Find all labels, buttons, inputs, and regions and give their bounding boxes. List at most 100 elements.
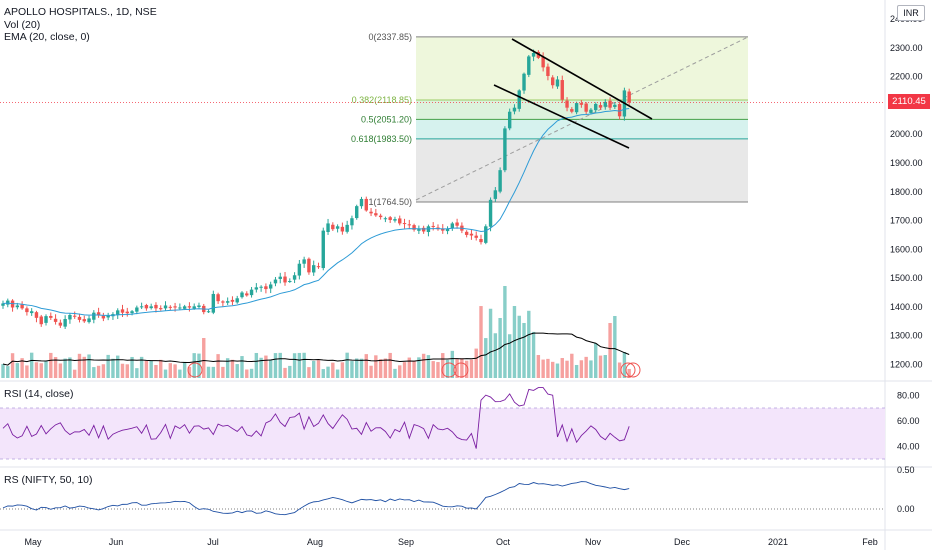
candle-body xyxy=(555,79,560,87)
candle-body xyxy=(383,218,388,220)
candle-body xyxy=(579,103,584,105)
volume-bar xyxy=(20,358,24,378)
candle-body xyxy=(570,109,574,112)
candle-body xyxy=(49,315,53,318)
candle-body xyxy=(101,315,106,319)
volume-bar xyxy=(87,354,91,378)
price-tick-label: 1800.00 xyxy=(890,187,923,197)
volume-bar xyxy=(297,352,302,378)
volume-bar xyxy=(469,359,474,378)
candle-body xyxy=(25,308,29,313)
time-tick-label: Nov xyxy=(585,537,602,547)
candle-body xyxy=(517,90,521,109)
volume-bar xyxy=(484,338,488,378)
volume-bar xyxy=(589,360,593,378)
rsi-tick-label: 80.00 xyxy=(897,390,920,400)
volume-bar xyxy=(608,323,612,378)
candle-body xyxy=(77,316,82,320)
candle-body xyxy=(163,305,168,309)
volume-bar xyxy=(312,361,316,378)
candle-body xyxy=(450,223,455,229)
candle-body xyxy=(302,259,306,264)
currency-button[interactable]: INR xyxy=(897,5,925,21)
volume-bar xyxy=(49,352,53,378)
volume-bar xyxy=(412,360,416,378)
volume-bar xyxy=(527,310,531,378)
volume-bar xyxy=(173,364,177,378)
candle-body xyxy=(245,293,249,296)
candle-body xyxy=(335,226,340,229)
candle-body xyxy=(307,258,311,273)
volume-bar xyxy=(503,286,507,378)
candle-body xyxy=(15,305,20,308)
volume-bar xyxy=(225,358,230,378)
volume-bar xyxy=(579,360,584,378)
candle-body xyxy=(551,77,555,86)
candle-body xyxy=(560,80,564,100)
price-tick-label: 1200.00 xyxy=(890,360,923,370)
candle-body xyxy=(211,293,216,313)
channel-upper-line xyxy=(511,38,653,120)
volume-bar xyxy=(455,359,459,378)
rs-pane xyxy=(0,481,885,516)
candle-body xyxy=(154,304,158,309)
time-tick-label: Dec xyxy=(674,537,691,547)
volume-highlight-circle xyxy=(620,362,636,378)
volume-bar xyxy=(292,353,297,378)
volume-bar xyxy=(474,348,478,378)
volume-bar xyxy=(120,363,125,378)
price-tick-label: 1500.00 xyxy=(890,273,923,283)
volume-bar xyxy=(288,365,292,378)
candle-body xyxy=(254,287,259,290)
candle-body xyxy=(249,289,254,296)
volume-bar xyxy=(546,358,550,378)
candle-body xyxy=(388,217,392,220)
candle-body xyxy=(350,218,354,226)
volume-bar xyxy=(407,357,411,378)
volume-bar xyxy=(565,360,569,378)
price-tick-label: 2000.00 xyxy=(890,129,923,139)
volume-bar xyxy=(273,353,278,378)
candle-body xyxy=(29,311,34,314)
volume-bar xyxy=(331,362,335,378)
candle-body xyxy=(421,227,426,232)
volume-bar xyxy=(178,369,182,378)
price-tick-label: 2300.00 xyxy=(890,43,923,53)
volume-bar xyxy=(393,368,397,378)
candle-body xyxy=(53,318,58,322)
volume-highlight-circle xyxy=(625,362,641,378)
candle-body xyxy=(369,211,373,214)
rs-line xyxy=(2,481,630,516)
candle-body xyxy=(493,190,498,199)
volume-bar xyxy=(570,353,574,378)
candle-body xyxy=(589,109,593,113)
rsi-line xyxy=(2,387,630,449)
volume-bar xyxy=(369,365,373,378)
candle-body xyxy=(598,105,603,108)
candle-body xyxy=(278,276,282,279)
rs-tick-label: 0.00 xyxy=(897,504,915,514)
candle-body xyxy=(484,226,488,243)
volume-bar xyxy=(574,364,579,378)
volume-bar xyxy=(25,365,29,378)
volume-bar xyxy=(187,366,192,378)
candle-body xyxy=(488,199,493,227)
candle-body xyxy=(187,306,192,308)
candle-body xyxy=(507,111,512,129)
volume-bar xyxy=(388,352,392,378)
volume-bar xyxy=(594,343,598,378)
volume-bar xyxy=(436,362,440,378)
time-tick-label: Aug xyxy=(307,537,323,547)
candle-body xyxy=(407,224,411,226)
volume-bar xyxy=(445,359,450,378)
volume-bar xyxy=(278,352,282,378)
volume-bar xyxy=(154,364,158,378)
volume-bar xyxy=(603,355,607,378)
volume-bar xyxy=(130,356,134,378)
volume-bar xyxy=(111,358,115,378)
volume-bar xyxy=(63,358,67,378)
time-tick-label: Jun xyxy=(109,537,124,547)
candle-body xyxy=(297,263,302,276)
rsi-pane xyxy=(0,387,885,460)
